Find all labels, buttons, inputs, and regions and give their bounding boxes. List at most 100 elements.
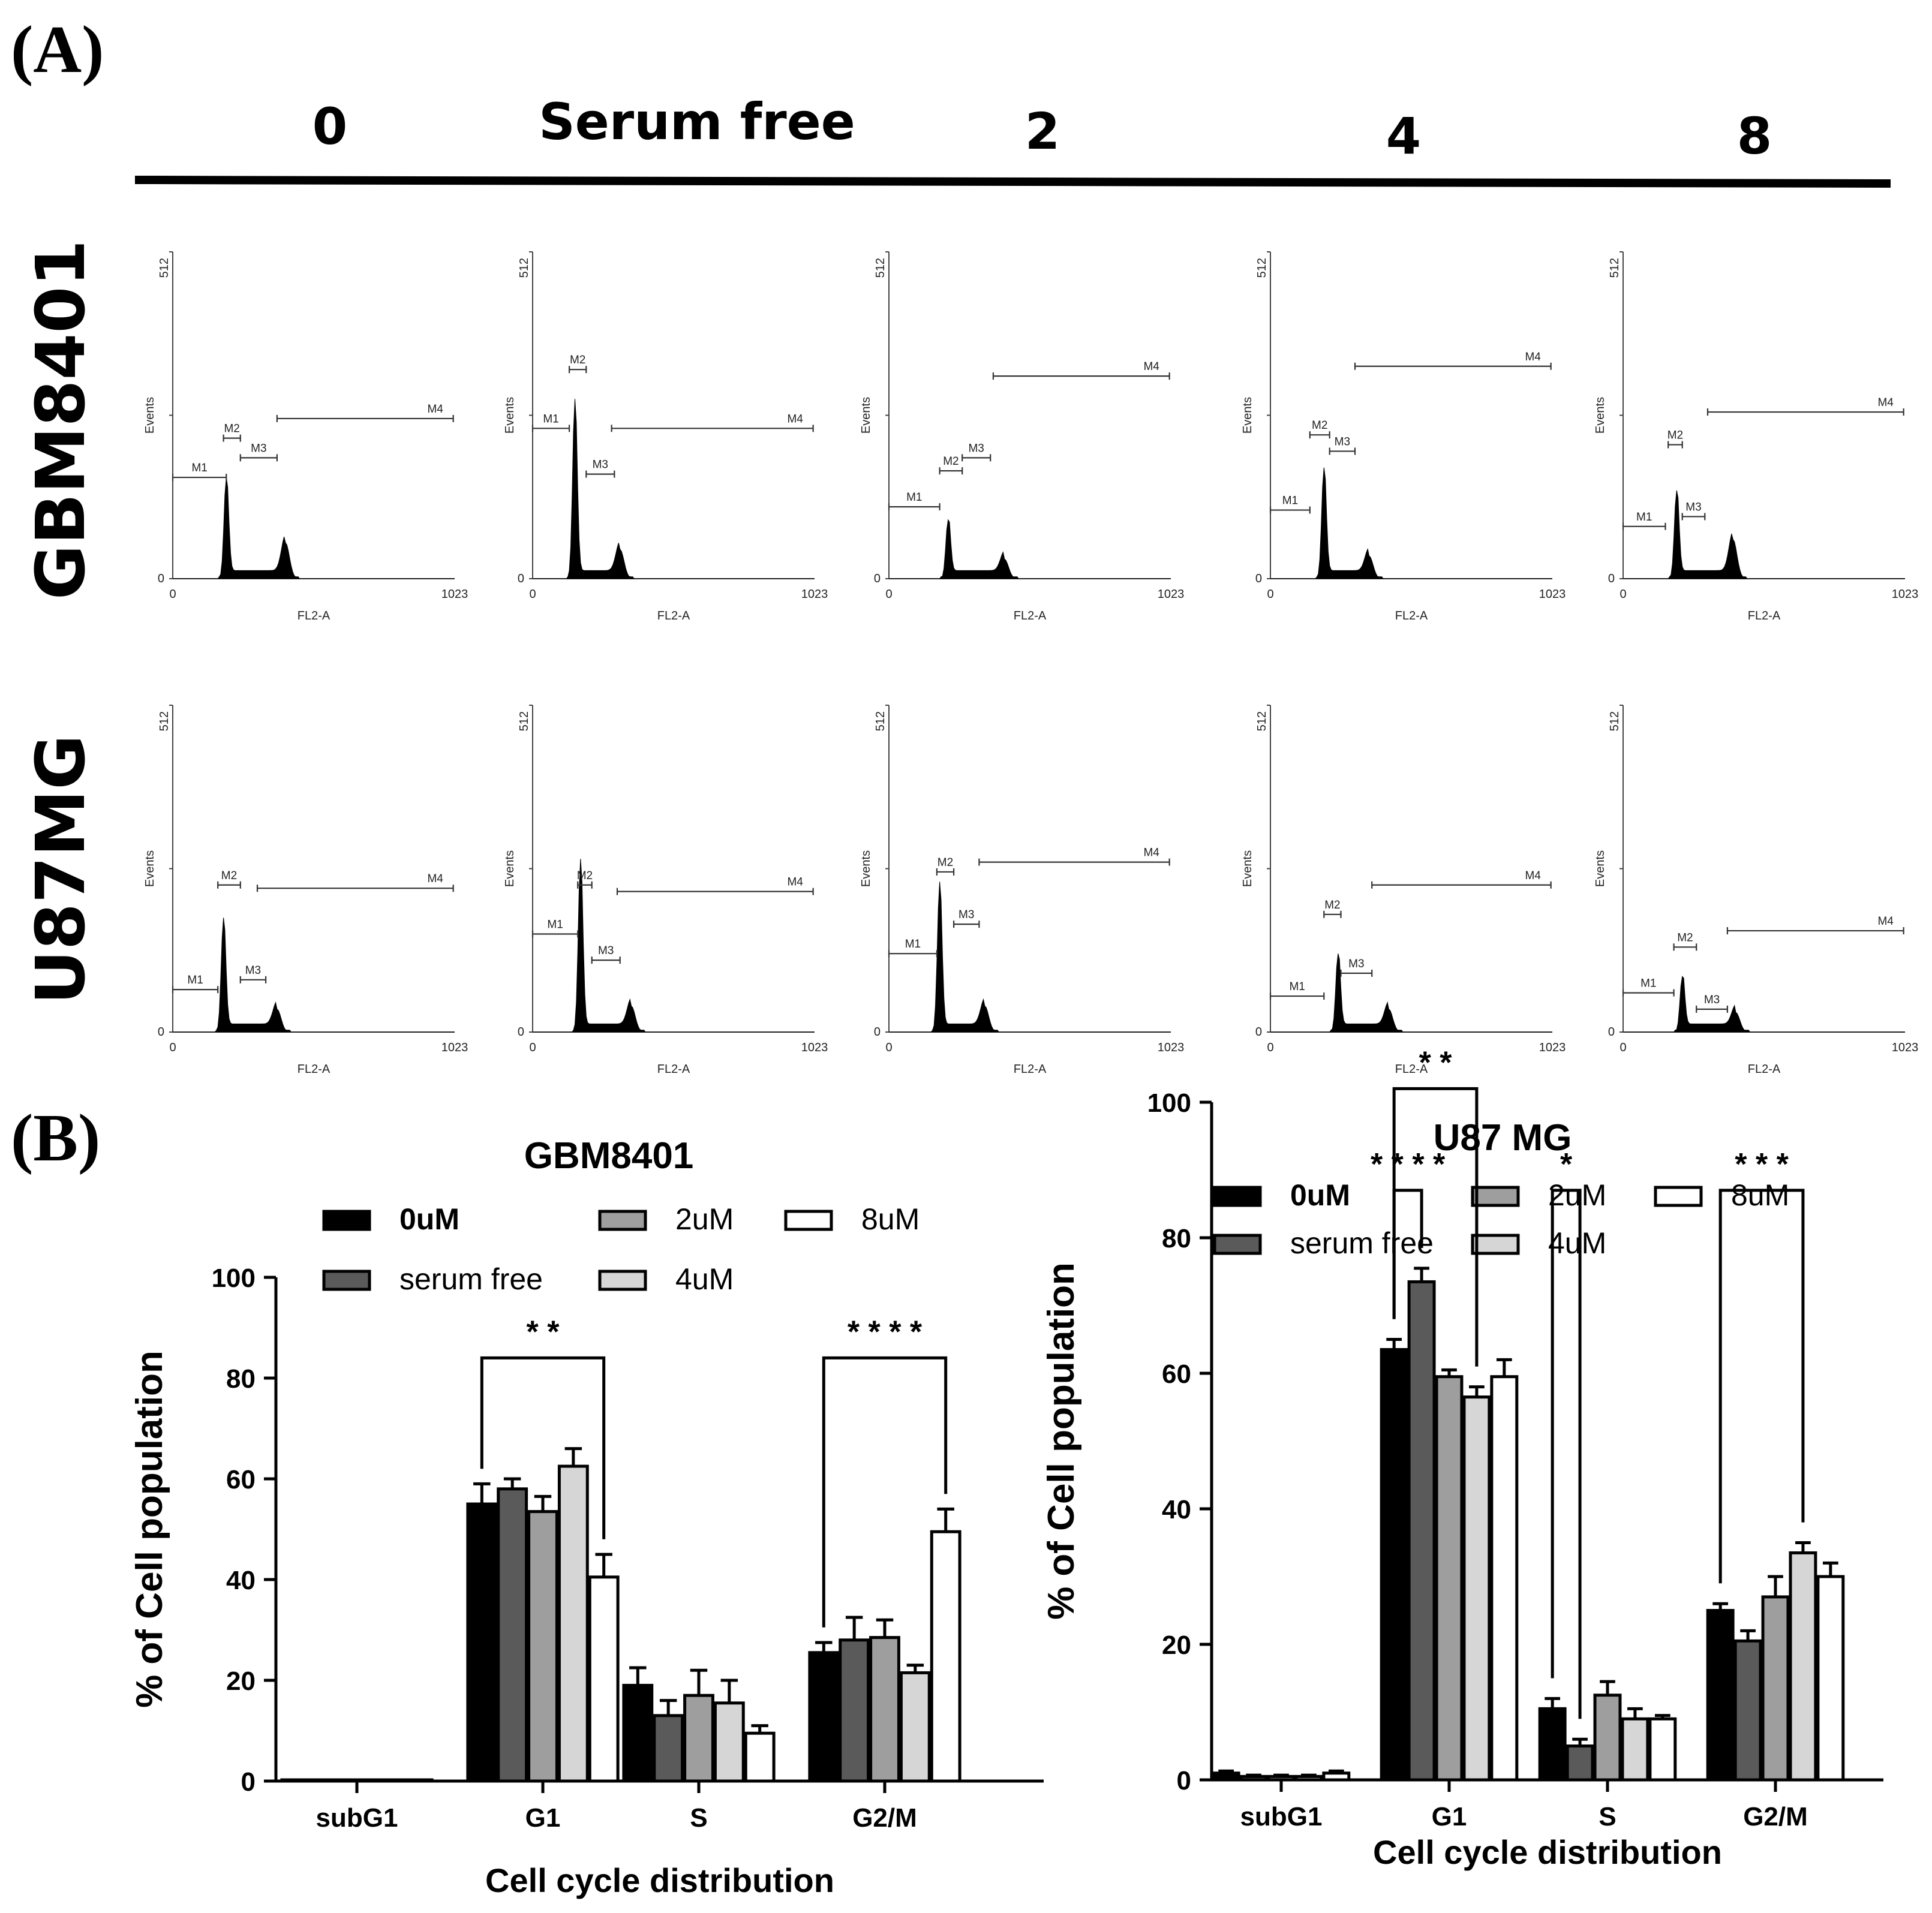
histogram-x-axis-label: FL2-A — [1014, 609, 1047, 622]
histogram-y-max-label: 512 — [1608, 711, 1621, 731]
histogram-y-max-label: 512 — [158, 258, 171, 278]
bar-G1-2 — [1435, 1375, 1464, 1782]
significance-stars: * * — [527, 1315, 560, 1349]
x-tick-label: G1 — [525, 1803, 561, 1833]
bar-S-0 — [622, 1683, 654, 1783]
gate-label: M2 — [938, 856, 953, 869]
significance-stars: * * * * — [1371, 1147, 1446, 1182]
gate-label: M1 — [1289, 980, 1305, 993]
chart-title: GBM8401 — [524, 1135, 694, 1177]
gate-marker-m1: M1 — [1622, 511, 1666, 530]
histogram-x-axis-label: FL2-A — [657, 1063, 690, 1076]
histogram-y-max-label: 512 — [1608, 258, 1621, 278]
gate-label: M3 — [959, 909, 974, 921]
histogram-u87mg-2: 512 00 1023 FL2-A Events M1 M2 M3 M4 — [860, 705, 1184, 1076]
histogram-y-max-label: 512 — [874, 258, 887, 278]
bar-G2M-1 — [1733, 1639, 1762, 1782]
significance-bracket-2: * — [1551, 1147, 1582, 1719]
histogram-y-min-label: 0 — [518, 1025, 524, 1039]
bar-G2M-3 — [1789, 1551, 1817, 1782]
bracket-line — [480, 1356, 606, 1539]
gate-marker-m3: M3 — [1696, 994, 1728, 1013]
gate-label: M1 — [1636, 511, 1652, 524]
histogram-x-axis-label: FL2-A — [1395, 609, 1428, 622]
gate-label: M1 — [905, 938, 921, 951]
legend-swatch — [1471, 1186, 1520, 1207]
bar-charts: GBM8401 0uM serum free 2uM 4uM 8uM 0 20 40 60 80 10… — [129, 1045, 1883, 1899]
histogram-y-axis-label: Events — [860, 850, 873, 887]
histogram-y-min-label: 0 — [1255, 1025, 1262, 1039]
histogram-y-min-label: 0 — [518, 572, 524, 585]
gate-label: M2 — [1677, 931, 1693, 944]
histogram-x-min-label: 0 — [1267, 588, 1273, 601]
bar-G1-4 — [1490, 1375, 1519, 1782]
histogram-x-max-label: 1023 — [1539, 1041, 1566, 1054]
gate-marker-m4: M4 — [1706, 396, 1904, 416]
x-tick-label: G1 — [1432, 1802, 1467, 1831]
gate-marker-m2: M2 — [939, 455, 963, 475]
bar-subG1-2 — [341, 1778, 372, 1783]
histogram-x-axis-label: FL2-A — [298, 1063, 330, 1076]
legend-label: 0uM — [1290, 1178, 1350, 1212]
histogram-x-max-label: 1023 — [801, 588, 828, 601]
bar-G2M-2 — [1761, 1595, 1790, 1782]
histogram-trace — [533, 859, 815, 1033]
histogram-y-axis-label: Events — [143, 397, 157, 434]
histogram-y-max-label: 512 — [1255, 711, 1269, 731]
bar-S-2 — [1593, 1694, 1622, 1782]
gate-marker-m2: M2 — [936, 856, 955, 876]
histogram-x-max-label: 1023 — [1158, 1041, 1185, 1054]
histogram-y-axis-label: Events — [143, 850, 157, 887]
gate-marker-m3: M3 — [585, 459, 615, 478]
histogram-x-max-label: 1023 — [801, 1041, 828, 1054]
histogram-x-max-label: 1023 — [441, 588, 468, 601]
gate-label: M2 — [224, 423, 239, 435]
legend-item-4: 8uM — [784, 1202, 920, 1236]
legend-swatch — [598, 1210, 647, 1231]
bar-subG1-4 — [1322, 1771, 1351, 1782]
panel-a-label: (A) — [11, 13, 104, 87]
gate-label: M1 — [1282, 495, 1298, 507]
gate-marker-m3: M3 — [1329, 435, 1356, 455]
gate-label: M1 — [187, 974, 203, 986]
histogram-y-axis-label: Events — [1241, 397, 1254, 434]
gate-marker-m3: M3 — [953, 909, 980, 928]
histogram-x-max-label: 1023 — [1158, 588, 1185, 601]
bar-subG1-3 — [1294, 1774, 1323, 1782]
bar-G2M-2 — [869, 1636, 900, 1783]
histogram-y-max-label: 512 — [1255, 258, 1269, 278]
chart-title: U87 MG — [1434, 1117, 1572, 1159]
histogram-x-min-label: 0 — [529, 588, 536, 601]
gate-marker-m1: M1 — [1269, 980, 1325, 1000]
gate-label: M2 — [570, 354, 585, 366]
histogram-x-axis-label: FL2-A — [1748, 1063, 1781, 1076]
gate-marker-m4: M4 — [1354, 351, 1552, 370]
x-tick-label: subG1 — [1240, 1802, 1323, 1831]
legend-swatch — [598, 1270, 647, 1291]
gate-label: M3 — [1348, 958, 1364, 970]
bar-G1-4 — [588, 1575, 620, 1783]
histogram-y-min-label: 0 — [158, 1025, 164, 1039]
gate-marker-m3: M3 — [239, 442, 278, 462]
gate-marker-m1: M1 — [888, 938, 938, 958]
bar-S-4 — [1648, 1717, 1677, 1782]
legend-item-2: 2uM — [1471, 1178, 1606, 1212]
gate-marker-m4: M4 — [1371, 870, 1552, 889]
legend-item-2: 2uM — [598, 1202, 734, 1236]
gate-label: M2 — [577, 870, 593, 882]
histogram-u87mg-serum-free: 512 00 1023 FL2-A Events M1 M2 M3 M4 — [503, 705, 828, 1076]
y-axis-label: % of Cell population — [1041, 1262, 1082, 1620]
legend-label: 2uM — [675, 1202, 734, 1236]
gate-marker-m4: M4 — [256, 873, 454, 892]
gate-label: M4 — [1525, 351, 1541, 363]
histogram-x-min-label: 0 — [529, 1041, 536, 1054]
bar-G2M-1 — [839, 1638, 870, 1783]
significance-stars: * * * — [1735, 1147, 1789, 1182]
significance-bracket-1: * * * * — [822, 1315, 948, 1628]
legend-item-4: 8uM — [1654, 1178, 1789, 1212]
gate-label: M4 — [787, 876, 803, 889]
gate-label: M1 — [543, 413, 558, 425]
y-tick-label: 100 — [1147, 1088, 1191, 1118]
legend-swatch — [322, 1270, 371, 1291]
legend-item-0: 0uM — [322, 1202, 459, 1236]
